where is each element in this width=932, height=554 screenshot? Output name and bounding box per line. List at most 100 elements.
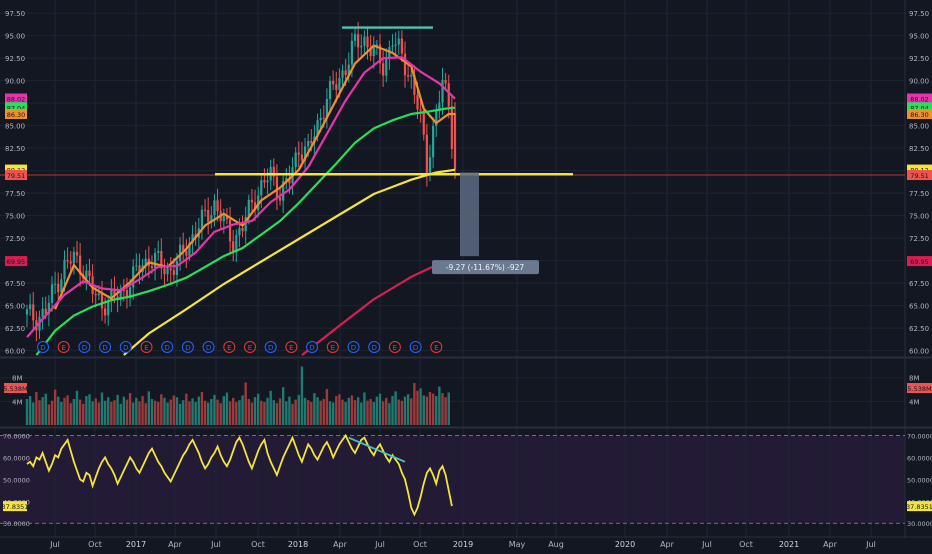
candle-body: [29, 304, 32, 310]
volume-bar: [35, 391, 38, 425]
price-tick-left: 85.00: [5, 123, 25, 131]
moving-average-line: [26, 56, 456, 338]
candle-body: [266, 180, 269, 183]
volume-bar: [72, 399, 76, 425]
candle-body: [25, 309, 29, 315]
volume-bar: [157, 401, 160, 425]
axis-badge-right-label: 79.51: [910, 172, 929, 180]
event-marker-label: D: [206, 344, 211, 352]
event-marker: [326, 341, 339, 353]
candle-body: [322, 117, 325, 119]
candle-body: [225, 216, 229, 220]
candle-body: [138, 265, 141, 273]
volume-bar: [244, 382, 247, 425]
candle-body: [307, 141, 310, 147]
price-tick-left: 67.50: [5, 280, 25, 288]
event-marker: [264, 341, 277, 353]
volume-bar: [322, 399, 325, 425]
volume-bar: [169, 399, 172, 425]
candle-body: [278, 197, 282, 201]
candle-body: [378, 44, 382, 64]
volume-bar: [422, 395, 425, 425]
volume-bar: [50, 400, 54, 425]
x-tick-label: Oct: [413, 540, 427, 549]
candle-body: [153, 252, 157, 268]
volume-bar: [241, 395, 244, 425]
volume-bar: [325, 388, 329, 425]
volume-bar: [78, 399, 82, 425]
moving-average-line: [54, 44, 455, 310]
candle-body: [160, 250, 163, 269]
candle-body: [338, 77, 341, 90]
axis-badge-right-label: 88.02: [910, 95, 929, 103]
event-marker-label: D: [268, 344, 273, 352]
volume-bar: [341, 399, 344, 425]
volume-bar: [288, 396, 291, 425]
event-marker-label: D: [40, 344, 45, 352]
volume-bar: [247, 399, 251, 425]
volume-badge-right: [907, 383, 932, 393]
price-tick-right: 90.00: [909, 78, 929, 86]
price-tick-left: 72.50: [5, 235, 25, 243]
volume-bar: [410, 398, 413, 425]
event-marker: [223, 341, 236, 353]
rsi-tick-left: 50.0000: [3, 476, 30, 484]
axis-badge-right-label: 87.04: [910, 104, 929, 112]
volume-bar: [160, 394, 163, 425]
candle-body: [453, 113, 457, 170]
volume-bar: [335, 396, 338, 425]
volume-bar: [238, 400, 241, 425]
volume-bar: [266, 397, 269, 425]
event-marker: [347, 341, 360, 353]
candle-body: [44, 308, 47, 315]
candle-body: [182, 244, 185, 251]
volume-bar: [406, 394, 410, 425]
candle-body: [375, 44, 378, 47]
candle-body: [425, 134, 428, 174]
volume-tick-right: 8M: [909, 375, 920, 383]
volume-bar: [260, 400, 263, 425]
volume-bar: [200, 391, 204, 425]
candle-body: [416, 94, 419, 110]
x-tick-label: Oct: [251, 540, 265, 549]
candle-body: [125, 290, 129, 299]
x-tick-label: Oct: [739, 540, 753, 549]
volume-bar: [360, 402, 363, 425]
price-tick-right: 92.50: [909, 55, 929, 63]
axis-badge-right: [907, 256, 932, 267]
candle-body: [188, 243, 191, 256]
x-tick-label: Apr: [333, 540, 348, 549]
volume-bar: [338, 394, 341, 425]
volume-bar: [363, 392, 366, 425]
volume-bar: [297, 394, 300, 425]
volume-bar: [438, 386, 441, 425]
candle-body: [253, 202, 257, 211]
candle-body: [260, 180, 263, 196]
price-tick-right: 75.00: [909, 213, 929, 221]
event-marker: [368, 341, 381, 353]
candle-body: [228, 219, 232, 242]
candle-body: [200, 209, 204, 229]
price-tick-right: 77.50: [909, 190, 929, 198]
event-marker-label: E: [331, 344, 335, 352]
price-tick-right: 67.50: [909, 280, 929, 288]
volume-bar: [153, 400, 157, 425]
moving-average-line: [123, 168, 456, 356]
rsi-tick-left: 60.0000: [3, 454, 30, 462]
volume-bar: [275, 403, 279, 425]
price-tick-right: 65.00: [909, 303, 929, 311]
volume-bar: [138, 401, 141, 425]
volume-bar: [132, 402, 135, 425]
candle-body: [363, 36, 366, 46]
axis-badge-right: [907, 164, 932, 175]
event-marker: [388, 341, 401, 353]
candle-body: [57, 283, 60, 293]
candle-body: [104, 308, 107, 316]
event-marker: [37, 341, 49, 353]
candle-body: [350, 40, 353, 65]
candle-body: [335, 84, 338, 90]
volume-bar: [53, 389, 57, 425]
event-marker-label: E: [434, 344, 438, 352]
price-tick-left: 60.00: [5, 348, 25, 356]
rsi-tick-right: 30.0000: [907, 520, 932, 528]
